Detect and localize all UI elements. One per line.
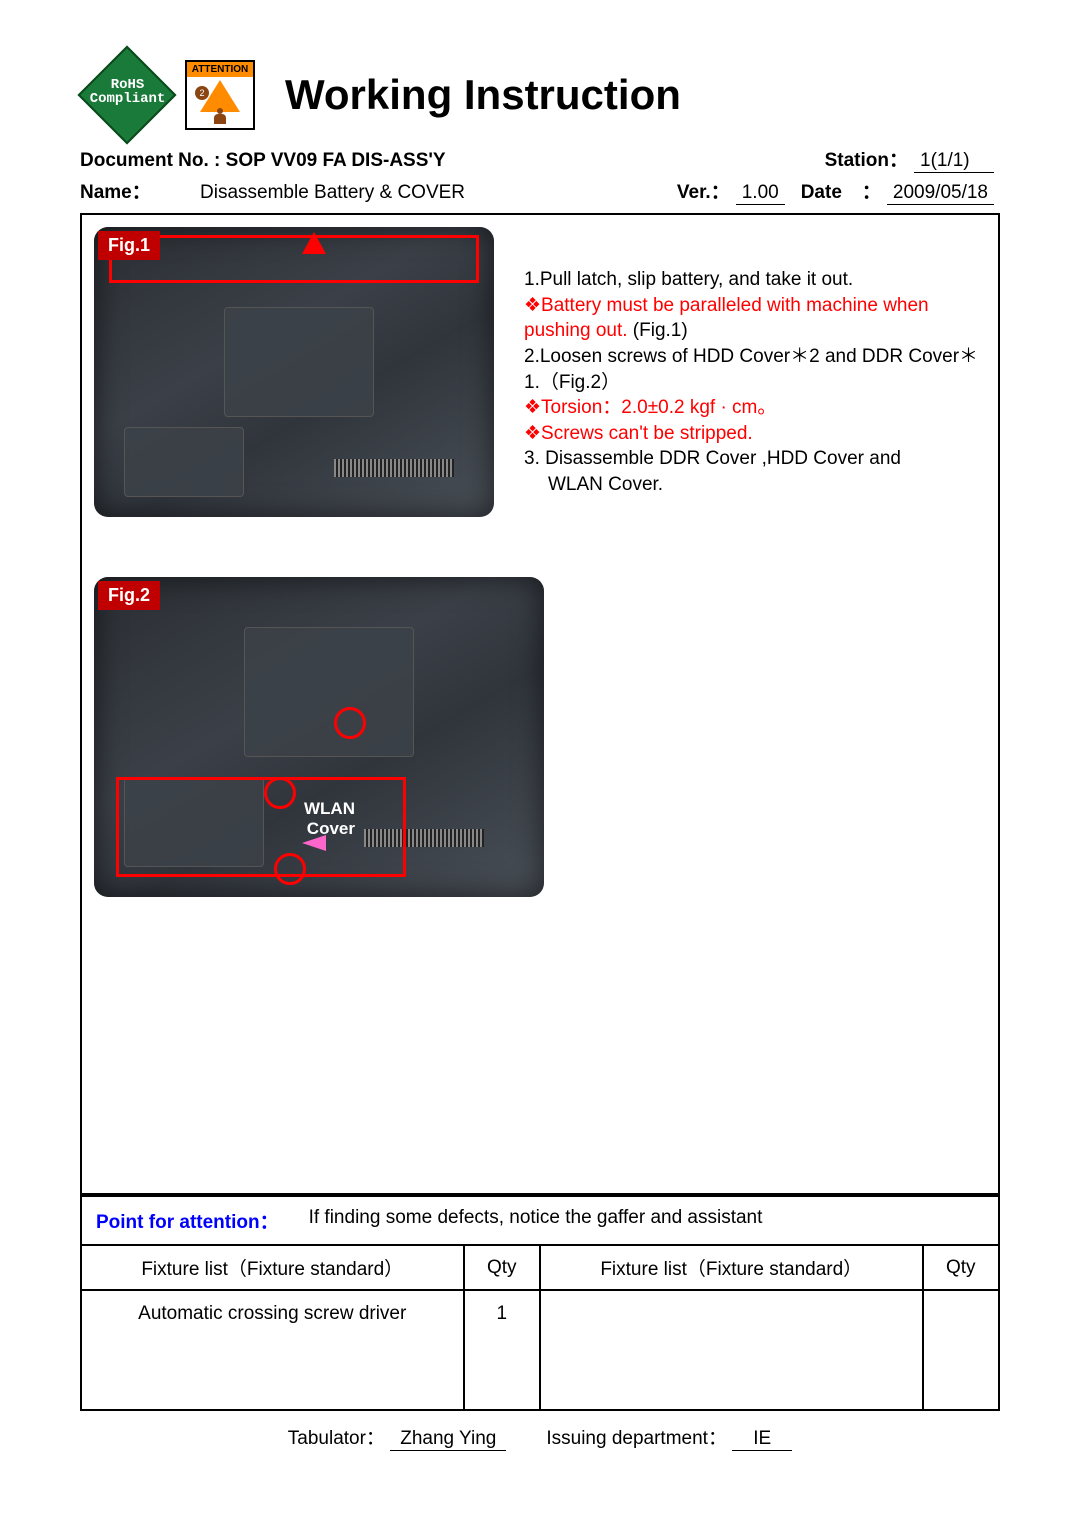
page-title: Working Instruction <box>285 71 681 119</box>
pink-arrow-icon <box>302 835 326 851</box>
col-qty-1: Qty <box>464 1245 541 1290</box>
tabulator-value: Zhang Ying <box>390 1428 506 1451</box>
station-value: 1(1/1) <box>914 150 994 173</box>
doc-no-label: Document No. : SOP VV09 FA DIS-ASS'Y <box>80 150 446 172</box>
note1-suffix: (Fig.1) <box>628 320 688 341</box>
fig2-tag: Fig.2 <box>98 581 160 610</box>
name-value: Disassemble Battery & COVER <box>200 182 465 204</box>
station-label: Station： <box>825 145 908 172</box>
battery-outline-icon <box>109 235 479 283</box>
col-qty-2: Qty <box>923 1245 1000 1290</box>
fig2-area: Fig.2 WLAN Cover <box>94 577 986 897</box>
fig1-block: Fig.1 1.Pull latch, slip battery, and ta… <box>94 227 986 517</box>
attention-row: Point for attention： If finding some def… <box>80 1195 1000 1244</box>
device-fig2: WLAN Cover <box>94 577 544 897</box>
step2: 2.Loosen screws of HDD Cover＊2 and DDR C… <box>524 344 986 395</box>
screws-note: ❖Screws can't be stripped. <box>524 421 986 447</box>
tabulator-label: Tabulator： <box>288 1428 385 1449</box>
col-fixture-1: Fixture list（Fixture standard） <box>81 1245 464 1290</box>
header-row: RoHS Compliant ATTENTION 2 Working Instr… <box>80 60 1000 130</box>
attention-label: Point for attention： <box>96 1207 279 1234</box>
instructions-block: 1.Pull latch, slip battery, and take it … <box>524 227 986 498</box>
col-fixture-2: Fixture list（Fixture standard） <box>540 1245 923 1290</box>
date-colon: ： <box>862 177 881 204</box>
step1: 1.Pull latch, slip battery, and take it … <box>524 267 986 293</box>
cover-rect-icon <box>116 777 406 877</box>
fixture-qty-1: 1 <box>464 1290 541 1410</box>
fig1-area: Fig.1 <box>94 227 494 517</box>
fig1-tag: Fig.1 <box>98 231 160 260</box>
dept-label: Issuing department： <box>546 1428 727 1449</box>
device-fig1 <box>94 227 494 517</box>
fixture-table: Fixture list（Fixture standard） Qty Fixtu… <box>80 1244 1000 1411</box>
dept-value: IE <box>732 1428 792 1451</box>
table-row: Automatic crossing screw driver 1 <box>81 1290 999 1410</box>
fixture-name-2 <box>540 1290 923 1410</box>
content-frame: Fig.1 1.Pull latch, slip battery, and ta… <box>80 215 1000 1195</box>
attention-label: ATTENTION <box>187 62 253 77</box>
screw-circle-1-icon <box>334 707 366 739</box>
table-header-row: Fixture list（Fixture standard） Qty Fixtu… <box>81 1245 999 1290</box>
date-value: 2009/05/18 <box>887 182 994 205</box>
attention-number: 2 <box>195 86 209 100</box>
fixture-qty-2 <box>923 1290 1000 1410</box>
page-root: RoHS Compliant ATTENTION 2 Working Instr… <box>0 0 1080 1511</box>
vent-icon <box>334 459 454 477</box>
rohs-line2: Compliant <box>90 91 166 107</box>
ver-label: Ver.： <box>677 177 730 204</box>
fig2-block: Fig.2 WLAN Cover <box>94 577 986 897</box>
document-meta: Document No. : SOP VV09 FA DIS-ASS'Y Sta… <box>80 145 1000 215</box>
name-label: Name： <box>80 177 200 204</box>
date-label: Date <box>801 182 842 204</box>
fixture-name-1: Automatic crossing screw driver <box>81 1290 464 1410</box>
step3: 3. Disassemble DDR Cover ,HDD Cover and <box>524 446 986 472</box>
rohs-badge-icon: RoHS Compliant <box>80 60 175 130</box>
wlan-label: WLAN <box>304 799 355 818</box>
torsion-note: ❖Torsion：2.0±0.2 kgf · cm。 <box>524 395 986 421</box>
step3b: WLAN Cover. <box>524 472 986 498</box>
attention-text: If finding some defects, notice the gaff… <box>309 1207 763 1234</box>
attention-badge-icon: ATTENTION 2 <box>185 60 255 130</box>
note1: ❖Battery must be paralleled with machine… <box>524 295 929 342</box>
ver-value: 1.00 <box>736 182 785 205</box>
arrow-up-icon <box>302 232 326 254</box>
footer-row: Tabulator： Zhang Ying Issuing department… <box>80 1423 1000 1451</box>
